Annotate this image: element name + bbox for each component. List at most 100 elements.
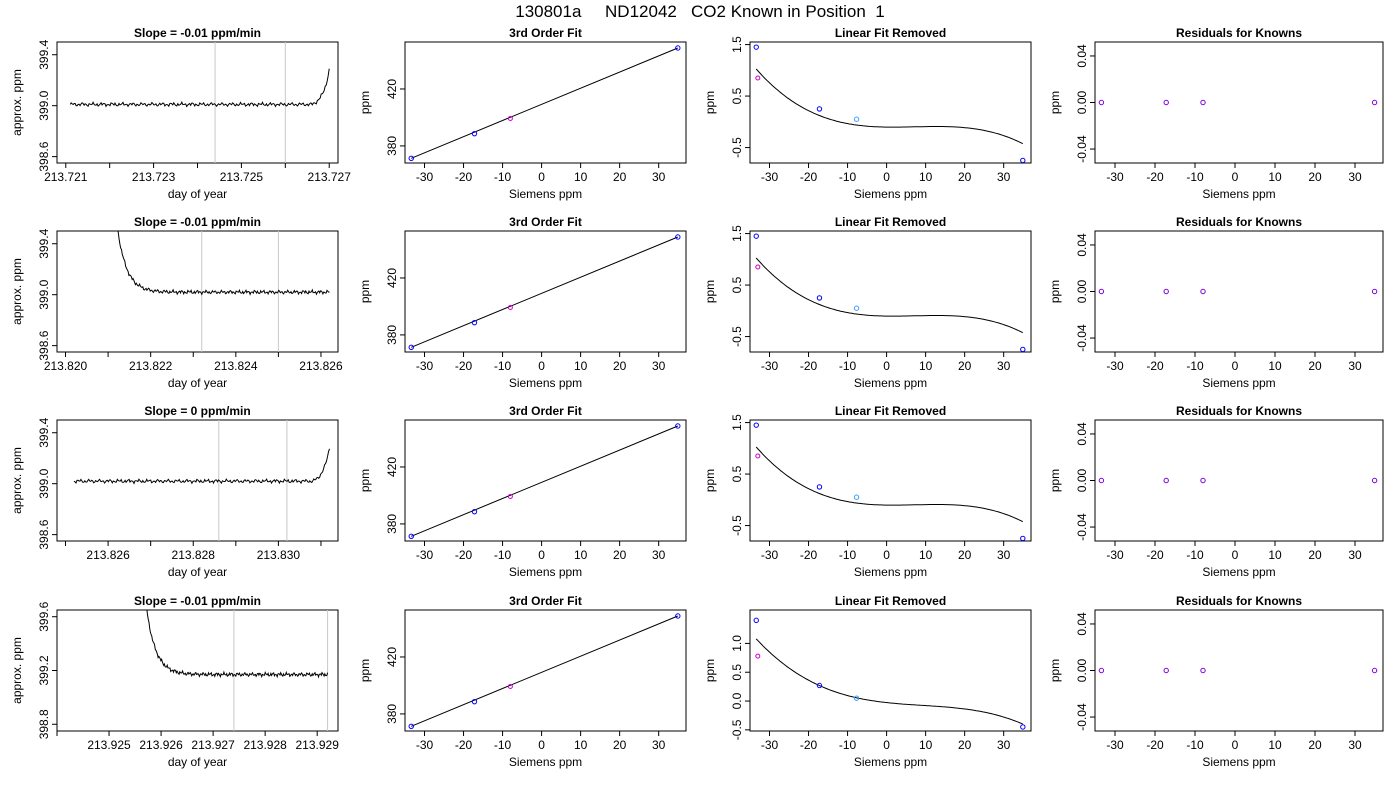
panel-1-3: Linear Fit Removed -30 -20 -10 0 10 20 30 -0.5 0.… [703, 26, 1032, 201]
plot-area [408, 613, 681, 730]
x-tick-label: 30 [997, 738, 1011, 752]
x-tick-label: -20 [1146, 170, 1164, 184]
panel-1-2: 3rd Order Fit -30 -20 -10 0 10 20 30 380 420 Sieme… [358, 26, 687, 201]
y-tick-label: 399.0 [37, 468, 51, 498]
panel-title: 3rd Order Fit [509, 594, 582, 608]
known-point [408, 723, 414, 730]
panel-title: Linear Fit Removed [835, 404, 946, 418]
x-tick-label: 0 [1232, 738, 1239, 752]
panel-3-3: Linear Fit Removed -30 -20 -10 0 10 20 30 -0.5 0.… [703, 404, 1032, 579]
x-tick-label: 0 [1232, 170, 1239, 184]
plot-area [117, 231, 330, 352]
y-tick-label: 0.04 [1075, 233, 1089, 257]
x-tick-label: 213.928 [243, 738, 287, 752]
y-axis-label: approx. ppm [10, 447, 24, 514]
x-tick-label: 10 [919, 738, 933, 752]
x-tick-label: -30 [761, 548, 779, 562]
known-point [1371, 477, 1378, 484]
fit-curve [411, 425, 678, 537]
y-axis-label: ppm [1048, 659, 1062, 682]
y-tick-label: 0.0 [730, 692, 744, 709]
x-tick-label: 0 [1232, 548, 1239, 562]
plot-area [69, 42, 330, 163]
panel-2-1: Slope = -0.01 ppm/min 213.820 213.822 213.8… [10, 215, 343, 390]
panel-2-2: 3rd Order Fit -30 -20 -10 0 10 20 30 380 420 Sieme… [358, 215, 687, 390]
x-tick-label: -10 [494, 738, 512, 752]
x-tick-label: 213.828 [172, 548, 216, 562]
y-tick-label: 0.5 [730, 87, 744, 104]
fit-curve [411, 47, 678, 159]
x-tick-label: 213.926 [139, 738, 183, 752]
panel-title: Residuals for Knowns [1176, 404, 1302, 418]
x-tick-label: -20 [455, 359, 473, 373]
panel-title: Linear Fit Removed [835, 215, 946, 229]
x-tick-label: -30 [1106, 738, 1124, 752]
plot-area [1098, 477, 1378, 484]
y-tick-label: 0.00 [1075, 279, 1089, 303]
plot-area [73, 420, 330, 541]
x-tick-label: 30 [997, 170, 1011, 184]
panel-title: Slope = -0.01 ppm/min [134, 215, 261, 229]
x-tick-label: 30 [1348, 359, 1362, 373]
x-tick-label: 213.826 [86, 548, 130, 562]
panel-title: 3rd Order Fit [509, 215, 582, 229]
plot-area [408, 423, 681, 540]
y-axis-label: ppm [703, 469, 717, 492]
y-tick-label: 399.2 [37, 655, 51, 685]
concentration-trace [117, 231, 330, 296]
fit-curve [411, 236, 678, 348]
y-axis-label: ppm [703, 91, 717, 114]
panel-3-4: Residuals for Knowns -30 -20 -10 0 10 20 30 -0.0… [1048, 404, 1384, 579]
known-point [1098, 477, 1105, 484]
plot-frame [1094, 419, 1384, 542]
x-tick-label: 20 [613, 359, 627, 373]
x-tick-label: 20 [1308, 359, 1322, 373]
x-tick-label: 30 [997, 359, 1011, 373]
x-tick-label: 10 [1268, 738, 1282, 752]
y-tick-label: 399.4 [37, 39, 51, 69]
y-tick-label: 399.6 [37, 601, 51, 631]
x-tick-label: 10 [919, 359, 933, 373]
known-point [408, 533, 414, 540]
known-point [1098, 667, 1105, 674]
y-tick-label: 399.4 [37, 417, 51, 447]
x-tick-label: -30 [416, 738, 434, 752]
unknown-point [507, 115, 513, 121]
known-point [1163, 477, 1169, 484]
x-axis-label: Siemens ppm [854, 755, 927, 769]
x-tick-label: 10 [1268, 170, 1282, 184]
panel-1-4: Residuals for Knowns -30 -20 -10 0 10 20 30 -0.0… [1048, 26, 1384, 201]
known-point [1200, 99, 1206, 106]
plot-frame [56, 230, 339, 353]
known-point [853, 494, 860, 500]
plot-frame [749, 230, 1032, 353]
y-tick-label: 399.4 [37, 228, 51, 258]
known-point [1163, 288, 1169, 295]
x-tick-label: -30 [1106, 170, 1124, 184]
plot-area [753, 233, 1026, 352]
unknown-point [507, 304, 513, 310]
x-tick-label: 0 [883, 738, 890, 752]
x-tick-label: 20 [613, 548, 627, 562]
panel-3-1: Slope = 0 ppm/min 213.826 213.828 213.830 39… [10, 404, 339, 579]
y-axis-label: approx. ppm [10, 69, 24, 136]
panel-title: Slope = 0 ppm/min [144, 404, 250, 418]
x-tick-label: 0 [538, 738, 545, 752]
x-tick-label: 30 [652, 548, 666, 562]
known-point [853, 116, 860, 122]
x-tick-label: 0 [883, 548, 890, 562]
y-tick-label: -0.5 [730, 719, 744, 740]
y-axis-label: ppm [1048, 91, 1062, 114]
x-tick-label: -10 [1186, 548, 1204, 562]
y-axis-label: ppm [358, 91, 372, 114]
y-tick-label: 1.5 [730, 225, 744, 242]
panel-4-2: 3rd Order Fit -30 -20 -10 0 10 20 30 380 420 Sieme… [358, 594, 687, 769]
plot-area [408, 234, 681, 351]
x-tick-label: -30 [1106, 359, 1124, 373]
known-point [1200, 667, 1206, 674]
fit-curve [755, 638, 1024, 725]
known-point [816, 484, 823, 490]
x-tick-label: 213.723 [132, 170, 176, 184]
x-tick-label: 10 [574, 548, 588, 562]
panel-1-1: Slope = -0.01 ppm/min 213.721 213.723 213.7… [10, 26, 351, 201]
